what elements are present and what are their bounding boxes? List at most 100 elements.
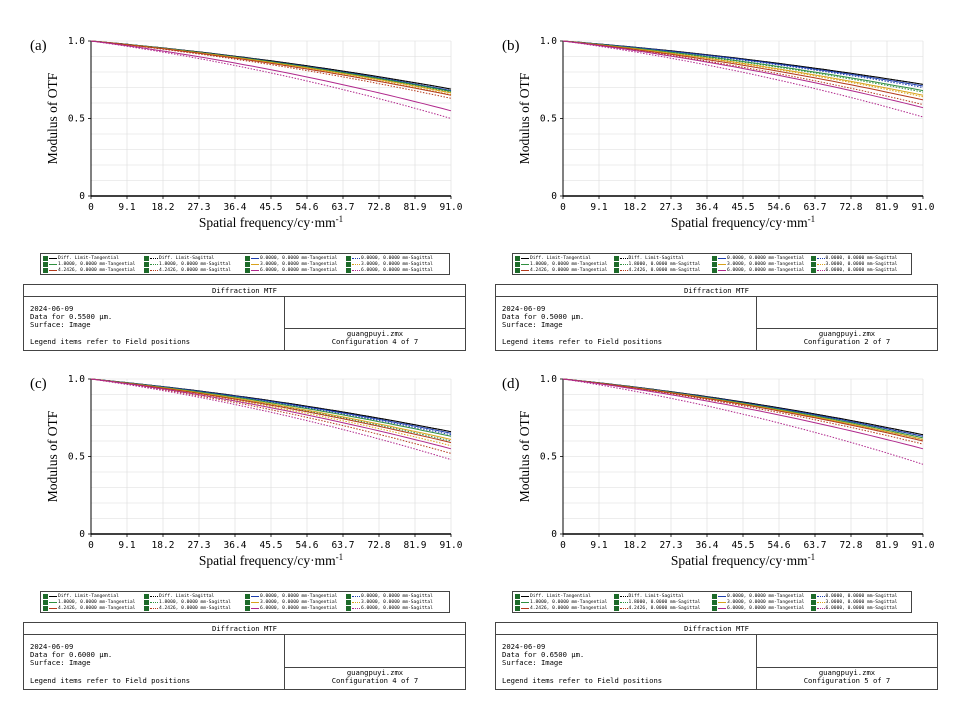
legend-item[interactable]: 3.0000, 0.0000 mm-Tangential: [245, 599, 346, 605]
legend-item[interactable]: Diff. Limit-Sagittal: [144, 593, 245, 599]
legend-item[interactable]: 0.0000, 0.0000 mm-Tangential: [712, 593, 811, 599]
checkbox-icon[interactable]: [43, 267, 48, 273]
legend-item[interactable]: 4.2426, 0.0000 mm-Tangential: [43, 267, 144, 273]
checkbox-icon[interactable]: [144, 255, 149, 261]
legend-item[interactable]: 6.0000, 0.0000 mm-Tangential: [245, 267, 346, 273]
checkbox-icon[interactable]: [144, 605, 149, 611]
legend-swatch: [150, 257, 158, 259]
legend-item[interactable]: 0.0000, 0.0000 mm-Sagittal: [810, 593, 910, 599]
checkbox-icon[interactable]: [712, 599, 717, 605]
legend-item[interactable]: 3.0000, 0.0000 mm-Sagittal: [810, 599, 910, 605]
checkbox-icon[interactable]: [144, 593, 149, 599]
checkbox-icon[interactable]: [712, 605, 717, 611]
checkbox-icon[interactable]: [245, 261, 250, 267]
checkbox-icon[interactable]: [613, 267, 619, 273]
legend-item[interactable]: 1.8000, 0.0000 mm-Tangential: [43, 261, 144, 267]
checkbox-icon[interactable]: [515, 599, 520, 605]
legend-item[interactable]: Diff. Limit-Tangential: [43, 255, 144, 261]
checkbox-icon[interactable]: [144, 261, 149, 267]
checkbox-icon[interactable]: [515, 593, 520, 599]
checkbox-icon[interactable]: [346, 593, 351, 599]
legend-item[interactable]: 6.0000, 0.0000 mm-Tangential: [712, 605, 811, 611]
checkbox-icon[interactable]: [346, 599, 351, 605]
checkbox-icon[interactable]: [712, 255, 717, 261]
legend-item[interactable]: 3.0000, 0.0000 mm-Sagittal: [346, 261, 447, 267]
checkbox-icon[interactable]: [515, 605, 520, 611]
legend-item[interactable]: 0.0000, 0.0000 mm-Sagittal: [346, 255, 447, 261]
legend-item[interactable]: 1.8000, 0.0000 mm-Sagittal: [144, 599, 245, 605]
legend-item[interactable]: 6.0000, 0.0000 mm-Tangential: [245, 605, 346, 611]
legend-item[interactable]: 4.2426, 0.0000 mm-Tangential: [43, 605, 144, 611]
checkbox-icon[interactable]: [712, 267, 717, 273]
legend-item[interactable]: 3.0000, 0.0000 mm-Tangential: [245, 261, 346, 267]
legend-item[interactable]: 4.2426, 0.0000 mm-Sagittal: [144, 605, 245, 611]
legend-item[interactable]: 1.8000, 0.0000 mm-Tangential: [515, 261, 614, 267]
checkbox-icon[interactable]: [810, 261, 816, 267]
checkbox-icon[interactable]: [810, 267, 816, 273]
legend-item[interactable]: 1.8000, 0.0000 mm-Sagittal: [144, 261, 245, 267]
checkbox-icon[interactable]: [515, 267, 520, 273]
checkbox-icon[interactable]: [712, 593, 717, 599]
checkbox-icon[interactable]: [810, 599, 816, 605]
checkbox-icon[interactable]: [43, 593, 48, 599]
legend-item[interactable]: 3.0000, 0.0000 mm-Tangential: [712, 599, 811, 605]
legend-item[interactable]: 6.0000, 0.0000 mm-Sagittal: [346, 605, 447, 611]
legend-item[interactable]: Diff. Limit-Sagittal: [613, 593, 713, 599]
checkbox-icon[interactable]: [245, 267, 250, 273]
checkbox-icon[interactable]: [245, 605, 250, 611]
checkbox-icon[interactable]: [346, 261, 351, 267]
checkbox-icon[interactable]: [613, 255, 619, 261]
legend-item[interactable]: 4.2426, 0.0000 mm-Sagittal: [613, 605, 713, 611]
x-tick-label: 54.6: [296, 202, 319, 213]
checkbox-icon[interactable]: [613, 599, 619, 605]
checkbox-icon[interactable]: [144, 599, 149, 605]
checkbox-icon[interactable]: [346, 267, 351, 273]
checkbox-icon[interactable]: [515, 261, 520, 267]
checkbox-icon[interactable]: [346, 605, 351, 611]
checkbox-icon[interactable]: [245, 255, 250, 261]
legend-item[interactable]: 1.8000, 0.0000 mm-Tangential: [43, 599, 144, 605]
legend-item[interactable]: Diff. Limit-Tangential: [43, 593, 144, 599]
checkbox-icon[interactable]: [810, 593, 816, 599]
checkbox-icon[interactable]: [346, 255, 351, 261]
legend-item[interactable]: Diff. Limit-Sagittal: [144, 255, 245, 261]
legend-item[interactable]: 0.0000, 0.0000 mm-Tangential: [245, 255, 346, 261]
legend-item[interactable]: Diff. Limit-Sagittal: [613, 255, 713, 261]
checkbox-icon[interactable]: [712, 261, 717, 267]
checkbox-icon[interactable]: [245, 593, 250, 599]
checkbox-icon[interactable]: [43, 261, 48, 267]
legend-item[interactable]: 6.0000, 0.0000 mm-Tangential: [712, 267, 811, 273]
checkbox-icon[interactable]: [43, 255, 48, 261]
legend-item[interactable]: 6.0000, 0.0000 mm-Sagittal: [346, 267, 447, 273]
legend-item[interactable]: 1.8000, 0.0000 mm-Tangential: [515, 599, 614, 605]
legend-swatch: [718, 601, 726, 603]
legend-item[interactable]: 4.2426, 0.0000 mm-Sagittal: [144, 267, 245, 273]
legend-item[interactable]: 3.0000, 0.0000 mm-Tangential: [712, 261, 811, 267]
legend-item[interactable]: 0.0000, 0.0000 mm-Sagittal: [346, 593, 447, 599]
legend-item[interactable]: 6.0000, 0.0000 mm-Sagittal: [810, 605, 910, 611]
checkbox-icon[interactable]: [515, 255, 520, 261]
legend-item[interactable]: 4.2426, 0.0000 mm-Tangential: [515, 267, 614, 273]
legend-item[interactable]: 0.0000, 0.0000 mm-Tangential: [712, 255, 811, 261]
checkbox-icon[interactable]: [144, 267, 149, 273]
checkbox-icon[interactable]: [245, 599, 250, 605]
legend-item[interactable]: 0.0000, 0.0000 mm-Tangential: [245, 593, 346, 599]
checkbox-icon[interactable]: [613, 593, 619, 599]
legend-item[interactable]: 0.0000, 0.0000 mm-Sagittal: [810, 255, 910, 261]
legend-item[interactable]: 1.8000, 0.0000 mm-Sagittal: [613, 599, 713, 605]
checkbox-icon[interactable]: [43, 605, 48, 611]
legend-item[interactable]: 1.8000, 0.0000 mm-Sagittal: [613, 261, 713, 267]
checkbox-icon[interactable]: [613, 261, 619, 267]
checkbox-icon[interactable]: [810, 255, 816, 261]
checkbox-icon[interactable]: [810, 605, 816, 611]
legend-item[interactable]: 3.0000, 0.0000 mm-Sagittal: [810, 261, 910, 267]
checkbox-icon[interactable]: [43, 599, 48, 605]
x-tick-label: 91.0: [912, 202, 935, 213]
legend-item[interactable]: 4.2426, 0.0000 mm-Tangential: [515, 605, 614, 611]
legend-item[interactable]: 3.0000, 0.0000 mm-Sagittal: [346, 599, 447, 605]
legend-item[interactable]: 4.2426, 0.0000 mm-Sagittal: [613, 267, 713, 273]
checkbox-icon[interactable]: [613, 605, 619, 611]
legend-item[interactable]: Diff. Limit-Tangential: [515, 593, 614, 599]
legend-item[interactable]: Diff. Limit-Tangential: [515, 255, 614, 261]
legend-item[interactable]: 6.0000, 0.0000 mm-Sagittal: [810, 267, 910, 273]
